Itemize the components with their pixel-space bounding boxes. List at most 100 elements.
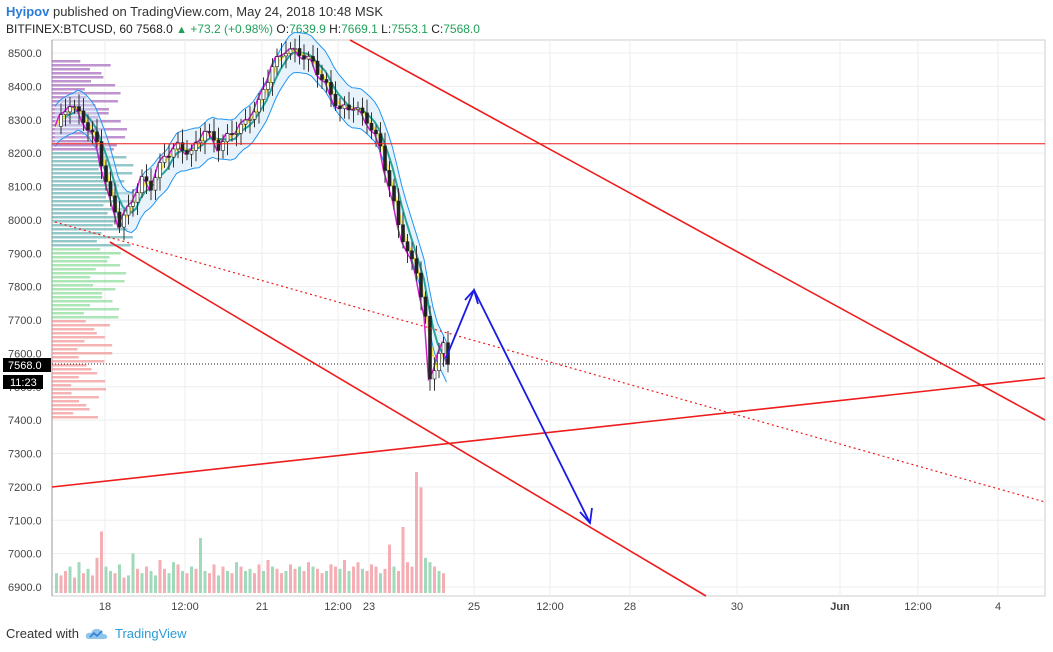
profile-bar [52,152,107,155]
profile-bar [52,184,120,187]
volume-bar [307,562,310,593]
volume-bar [280,573,283,593]
volume-bar [185,573,189,593]
x-tick-label: 4 [995,601,1001,613]
volume-bar [338,568,342,593]
volume-bar [248,568,252,593]
volume-bar [244,571,247,593]
volume-bar [82,573,85,593]
volume-bar [361,568,364,593]
volume-bar [298,566,301,593]
candle-body [333,93,338,107]
candle-body [351,109,356,111]
profile-bar [52,412,74,415]
profile-bar [52,180,125,183]
profile-bar [52,400,80,403]
dotted-trend-line[interactable] [54,221,1046,503]
profile-bar [52,144,117,147]
profile-bar [52,356,79,359]
volume-bar [145,566,148,593]
volume-bar [289,564,292,593]
lower-channel-line[interactable] [109,241,707,597]
volume-bar [226,571,229,593]
candle-body [230,133,234,135]
rising-support-line[interactable] [51,377,1046,488]
upper-channel-line[interactable] [349,39,1046,421]
tradingview-cloud-icon [85,628,108,639]
candle-body [180,142,185,151]
profile-bar [52,176,107,179]
profile-bar [52,204,104,207]
candle-body [185,150,189,155]
volume-bar [316,568,319,593]
candle-body [410,250,414,260]
symbol-ohlc-line: BITFINEX:BTCUSD, 60 7568.0 ▲ +73.2 (+0.9… [6,22,480,36]
x-tick-label: 23 [363,601,375,613]
volume-bar [167,573,171,593]
candle-body [234,133,239,135]
profile-bar [52,200,140,203]
profile-bar [52,72,102,75]
profile-bar [52,324,110,327]
last-price: 7568.0 [136,22,173,36]
x-tick-label: 28 [624,601,636,613]
profile-bar [52,336,105,339]
volume-bar [217,575,220,593]
profile-bar [52,384,72,387]
candle-body [414,258,419,274]
profile-bar [52,276,91,279]
tradingview-link[interactable]: TradingView [114,626,187,641]
y-tick-label: 7900.0 [8,248,42,260]
candle-body [104,165,108,182]
profile-bar [52,172,133,175]
candle-body [360,107,365,114]
profile-bar [52,148,114,151]
candle-body [140,176,144,194]
volume-bar [181,571,184,593]
volume-bar [154,575,157,593]
symbol-name[interactable]: BITFINEX:BTCUSD, 60 [6,22,133,36]
volume-bar [356,562,360,593]
candle-body [59,114,63,127]
profile-bar [52,340,85,343]
y-tick-label: 7800.0 [8,282,42,294]
volume-bar [64,571,67,593]
volume-bar [401,527,405,593]
candle-body [329,82,333,95]
candle-body [275,56,279,67]
volume-bar [392,566,396,593]
candle-body [396,200,401,226]
chart-grid [51,39,1046,597]
profile-bar [52,388,106,391]
volume-bar [424,557,427,593]
candle-body [401,224,405,242]
volume-bar [113,573,117,593]
volume-bar [257,564,261,593]
volume-bar [55,573,58,593]
open-label: O: [276,22,290,36]
candle-body [302,55,306,60]
trend-drawings[interactable] [51,39,1046,597]
candlesticks [59,35,450,391]
candle-body [162,155,167,163]
volume-bar [158,560,162,593]
price-chart[interactable]: 8500.0 8400.0 8300.0 8200.0 8100.0 8000.0 7900… [0,0,1053,622]
band-fill [55,32,447,383]
volume-bar [118,564,121,593]
author-name[interactable]: Hyipov [6,4,50,19]
profile-bar [52,64,111,67]
candle-body [99,141,104,167]
volume-bar [190,566,193,593]
profile-bar [52,396,99,399]
y-tick-label: 6900.0 [8,582,42,594]
profile-bar [52,224,113,227]
candle-body [324,79,329,83]
volume-bar [235,562,238,593]
profile-bar [52,260,108,263]
y-tick-label: 8000.0 [8,215,42,227]
candle-body [257,99,261,113]
volume-bar [91,575,94,593]
profile-bar [52,280,125,283]
profile-bar [52,160,99,163]
arrow-head-down-icon [579,507,593,526]
